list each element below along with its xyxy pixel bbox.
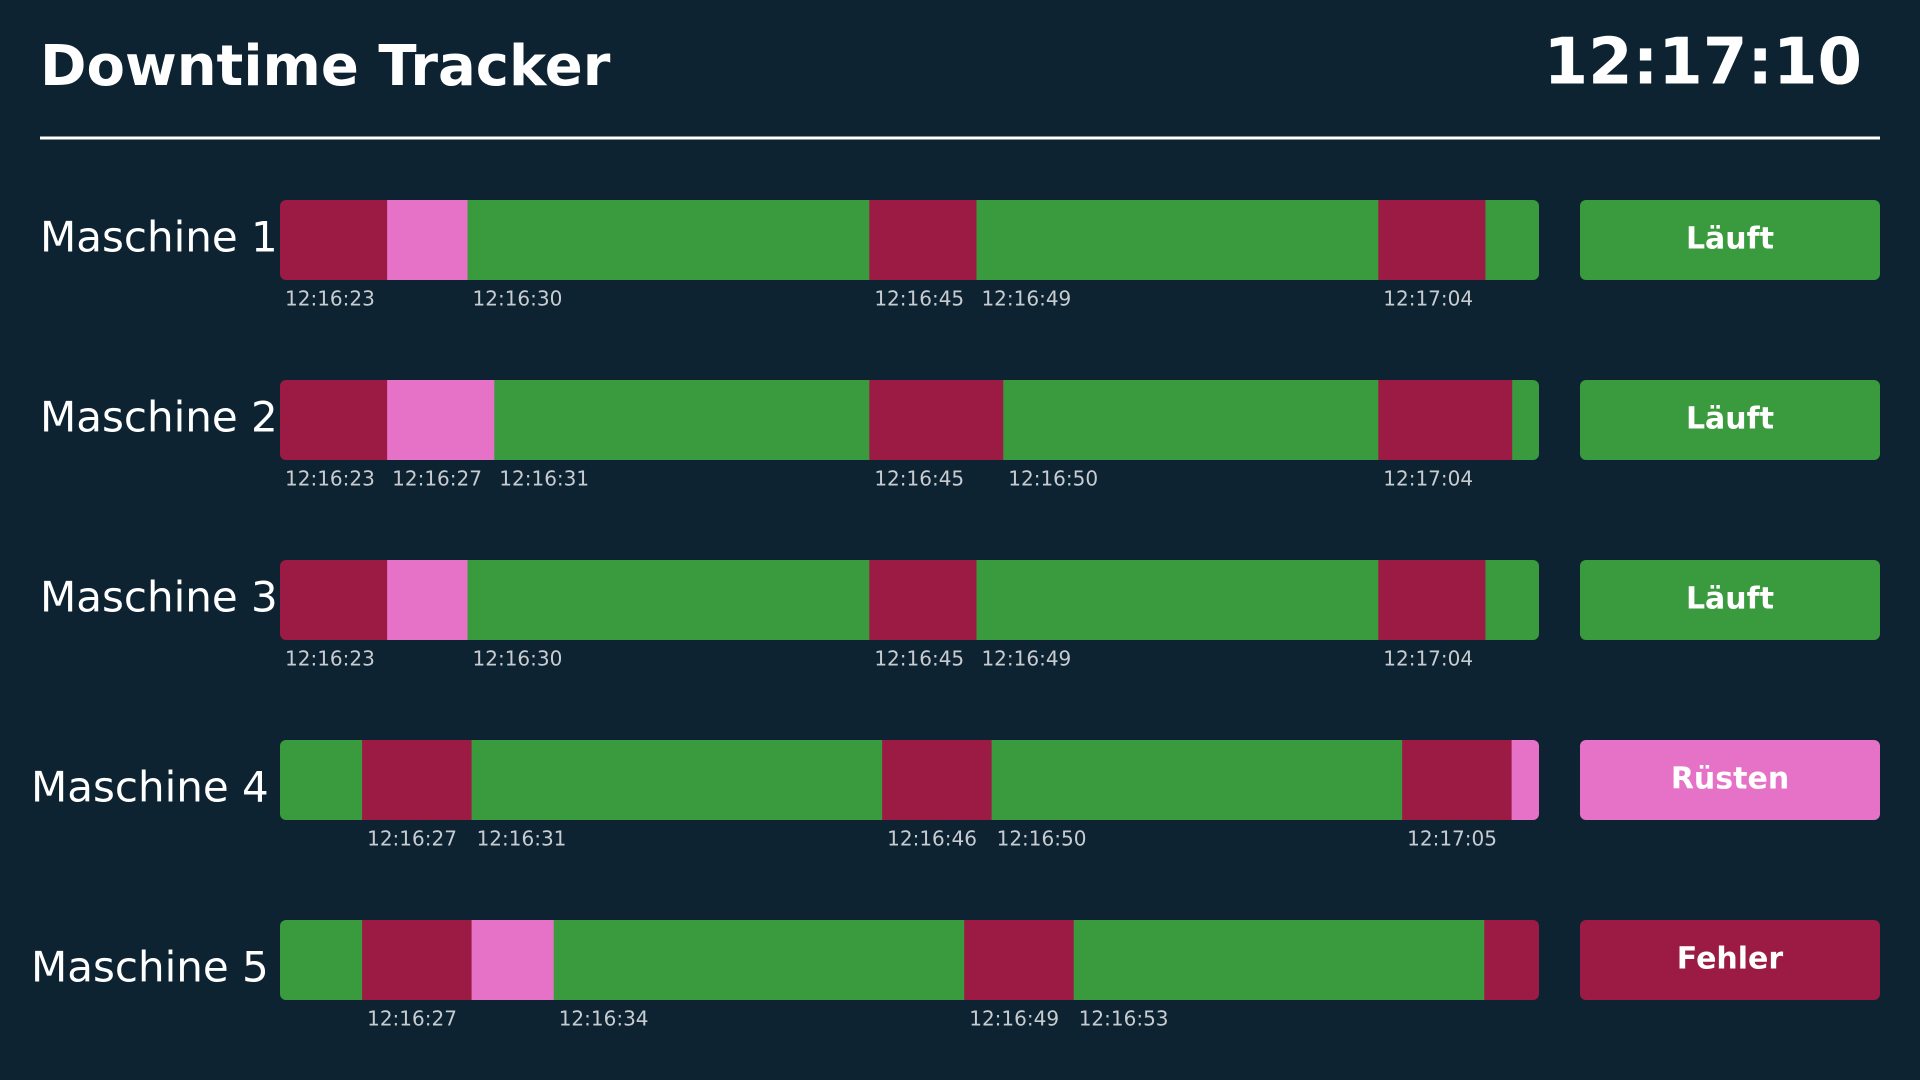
timeline-segment <box>1402 740 1513 820</box>
timeline-segment <box>1485 560 1539 640</box>
segment-time: 12:17:04 <box>1383 647 1473 671</box>
timeline-segment <box>1003 380 1379 460</box>
segment-time: 12:16:49 <box>981 287 1071 311</box>
status-text: Rüsten <box>1671 762 1789 797</box>
title: Downtime Tracker <box>40 34 611 99</box>
timeline-segment <box>964 920 1075 1000</box>
machine-label: Maschine 2 <box>40 393 278 442</box>
timeline-segment <box>1511 740 1539 820</box>
timeline-segment <box>1378 560 1486 640</box>
segment-time: 12:16:27 <box>367 1007 457 1031</box>
segment-time: 12:16:23 <box>285 467 375 491</box>
timeline-segment <box>1485 200 1539 280</box>
segment-time: 12:16:27 <box>392 467 482 491</box>
timeline-segment <box>467 200 870 280</box>
timeline-segment <box>869 560 977 640</box>
machine-label: Maschine 1 <box>40 213 278 262</box>
timeline-segment <box>1378 380 1513 460</box>
segment-time: 12:16:53 <box>1079 1007 1169 1031</box>
timeline-segment <box>869 200 977 280</box>
segment-time: 12:16:30 <box>473 647 563 671</box>
segment-time: 12:16:34 <box>559 1007 649 1031</box>
machine-label: Maschine 3 <box>40 573 278 622</box>
timeline-segment <box>387 200 469 280</box>
timeline-segment <box>553 920 965 1000</box>
segment-time: 12:16:46 <box>887 827 977 851</box>
timeline-segment <box>362 920 473 1000</box>
timeline-segment <box>387 560 469 640</box>
status-text: Läuft <box>1686 222 1774 257</box>
timeline-segment <box>280 200 388 280</box>
timeline-segment <box>1378 200 1486 280</box>
timeline-segment <box>280 740 363 820</box>
timeline-segment <box>494 380 870 460</box>
timeline-segment <box>1512 380 1539 460</box>
timeline-segment <box>869 380 1004 460</box>
segment-time: 12:17:04 <box>1383 467 1473 491</box>
segment-time: 12:16:23 <box>285 287 375 311</box>
segment-time: 12:16:31 <box>499 467 589 491</box>
machine-label: Maschine 4 <box>31 763 269 812</box>
timeline-segment <box>882 740 993 820</box>
timeline-segment <box>467 560 870 640</box>
timeline-segment <box>991 740 1403 820</box>
timeline-segment <box>976 560 1379 640</box>
timeline-segment <box>280 920 363 1000</box>
status-badge <box>1580 560 1880 640</box>
status-text: Fehler <box>1677 942 1784 977</box>
segment-time: 12:16:31 <box>477 827 567 851</box>
segment-time: 12:16:45 <box>874 287 964 311</box>
status-text: Läuft <box>1686 582 1774 617</box>
timeline-segment <box>280 380 388 460</box>
timeline-segment <box>1073 920 1485 1000</box>
segment-time: 12:16:49 <box>981 647 1071 671</box>
status-text: Läuft <box>1686 402 1774 437</box>
status-badge <box>1580 200 1880 280</box>
clock: 12:17:10 <box>1544 26 1862 100</box>
timeline-segment <box>976 200 1379 280</box>
segment-time: 12:16:30 <box>473 287 563 311</box>
timeline-segment <box>362 740 473 820</box>
status-badge <box>1580 380 1880 460</box>
segment-time: 12:16:50 <box>997 827 1087 851</box>
segment-time: 12:16:50 <box>1008 467 1098 491</box>
timeline-segment <box>280 560 388 640</box>
segment-time: 12:17:04 <box>1383 287 1473 311</box>
segment-time: 12:16:45 <box>874 467 964 491</box>
timeline-segment <box>471 920 555 1000</box>
machine-label: Maschine 5 <box>31 943 269 992</box>
segment-time: 12:16:45 <box>874 647 964 671</box>
segment-time: 12:17:05 <box>1407 827 1497 851</box>
timeline-segment <box>1484 920 1539 1000</box>
timeline-segment <box>471 740 883 820</box>
segment-time: 12:16:23 <box>285 647 375 671</box>
segment-time: 12:16:27 <box>367 827 457 851</box>
timeline-segment <box>387 380 495 460</box>
status-badge <box>1580 920 1880 1000</box>
segment-time: 12:16:49 <box>969 1007 1059 1031</box>
status-badge <box>1580 740 1880 820</box>
